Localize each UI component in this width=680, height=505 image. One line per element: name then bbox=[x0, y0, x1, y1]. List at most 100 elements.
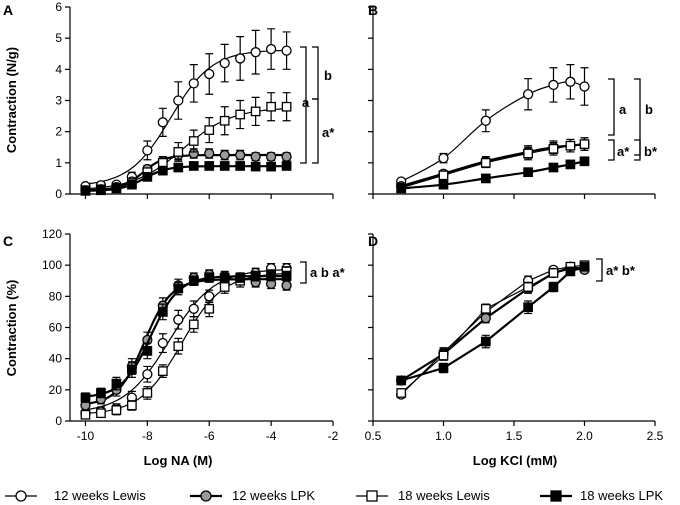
panel-a-annotations: b a a* bbox=[300, 46, 335, 164]
annotation-d: a* b* bbox=[606, 263, 636, 278]
point-a-12w-lewis bbox=[219, 57, 230, 69]
point-c-18w-lpk bbox=[219, 272, 230, 283]
point-c-18w-lpk bbox=[96, 388, 106, 398]
bracket-d bbox=[596, 258, 603, 282]
annotation-b-bstar: b* bbox=[644, 144, 658, 159]
point-b-12w-lewis bbox=[522, 89, 534, 100]
point-a-12w-lpk bbox=[281, 151, 292, 162]
point-a-12w-lewis bbox=[142, 145, 153, 156]
y-tick-label-a: 0 bbox=[55, 187, 62, 201]
series-a-18w-lpk bbox=[80, 161, 292, 196]
point-b-18w-lewis bbox=[523, 148, 533, 159]
panel-b bbox=[368, 6, 656, 199]
point-c-18w-lewis bbox=[80, 409, 91, 420]
point-b-12w-lewis bbox=[565, 76, 576, 87]
point-a-18w-lpk bbox=[111, 183, 122, 194]
x-tick-label-c: -4 bbox=[266, 429, 277, 443]
x-tick-label-d: 1.5 bbox=[506, 429, 523, 443]
annotation-a-astar: a* bbox=[322, 125, 335, 140]
legend-entry-12w-lewis: 12 weeks Lewis bbox=[5, 488, 146, 503]
point-a-18w-lewis bbox=[250, 106, 261, 117]
point-a-18w-lpk bbox=[250, 161, 261, 172]
point-a-18w-lewis bbox=[157, 157, 168, 168]
point-c-12w-lewis bbox=[173, 314, 184, 325]
x-tick-label-d: 2.0 bbox=[576, 429, 593, 443]
point-a-12w-lpk bbox=[204, 148, 215, 159]
point-b-18w-lewis bbox=[438, 170, 449, 181]
point-a-18w-lpk bbox=[281, 161, 292, 171]
series-d-18w-lpk bbox=[396, 261, 590, 386]
point-a-12w-lewis bbox=[250, 47, 261, 58]
point-a-18w-lpk bbox=[204, 161, 215, 171]
point-b-12w-lewis bbox=[579, 81, 590, 92]
annotation-b-a: a bbox=[619, 102, 627, 117]
point-d-18w-lpk bbox=[579, 261, 590, 272]
point-a-12w-lewis bbox=[173, 95, 184, 106]
point-c-18w-lpk bbox=[80, 392, 91, 403]
point-c-12w-lewis bbox=[157, 337, 168, 349]
bracket-b-b bbox=[634, 78, 641, 156]
point-b-18w-lewis bbox=[579, 139, 590, 149]
bracket-b-bstar bbox=[634, 139, 641, 161]
point-a-18w-lewis bbox=[266, 101, 276, 112]
y-tick-label-c: 0 bbox=[55, 414, 62, 428]
point-a-18w-lewis bbox=[219, 115, 230, 126]
point-c-18w-lewis bbox=[173, 341, 184, 352]
legend-entry-12w-lpk: 12 weeks LPK bbox=[190, 488, 315, 503]
point-a-18w-lewis bbox=[188, 136, 199, 146]
series-c-18w-lpk bbox=[80, 270, 292, 403]
x-tick-label-d: 2.5 bbox=[647, 429, 664, 443]
annotation-c: a b a* bbox=[310, 265, 346, 280]
legend-entry-18w-lpk: 18 weeks LPK bbox=[540, 488, 663, 503]
x-tick-label-c: -10 bbox=[77, 429, 95, 443]
legend-marker-18w-lewis bbox=[366, 490, 378, 502]
series-a-18w-lewis bbox=[80, 92, 292, 196]
legend-label-12w-lpk: 12 weeks LPK bbox=[232, 488, 315, 503]
point-d-18w-lewis bbox=[396, 388, 407, 398]
x-tick-label-c: -2 bbox=[328, 429, 339, 443]
x-tick-label-d: 0.5 bbox=[365, 429, 382, 443]
point-a-18w-lpk bbox=[188, 161, 199, 171]
y-axis-title-a: Contraction (N/g) bbox=[4, 47, 19, 153]
point-c-18w-lpk bbox=[188, 275, 199, 286]
y-tick-label-c: 120 bbox=[42, 227, 62, 241]
y-tick-label-a: 4 bbox=[55, 62, 62, 76]
point-d-18w-lpk bbox=[396, 375, 407, 386]
point-c-18w-lewis bbox=[142, 388, 153, 398]
point-a-12w-lewis bbox=[281, 45, 292, 56]
point-b-18w-lpk bbox=[480, 173, 491, 184]
y-tick-label-c: 100 bbox=[42, 258, 62, 272]
point-b-18w-lpk bbox=[565, 159, 576, 170]
point-b-18w-lewis bbox=[565, 140, 576, 151]
point-a-18w-lpk bbox=[80, 186, 91, 196]
point-c-18w-lpk bbox=[157, 307, 168, 317]
point-c-18w-lpk bbox=[281, 271, 292, 281]
legend-marker-12w-lewis bbox=[15, 490, 27, 502]
point-a-18w-lpk bbox=[219, 161, 230, 171]
point-c-18w-lpk bbox=[111, 378, 122, 389]
point-d-18w-lpk bbox=[523, 302, 533, 313]
bracket-b-astar bbox=[608, 139, 615, 161]
legend-label-18w-lpk: 18 weeks LPK bbox=[580, 488, 663, 503]
point-c-18w-lpk bbox=[173, 283, 184, 294]
panel-label-c: C bbox=[3, 233, 13, 249]
point-d-18w-lpk bbox=[565, 266, 576, 277]
y-tick-label-a: 2 bbox=[55, 125, 62, 139]
y-tick-label-c: 40 bbox=[49, 352, 63, 366]
point-a-12w-lpk bbox=[250, 151, 261, 162]
panel-c: 0 20 40 60 80 100 120 -10 -8 -6 -4 -2 bbox=[42, 227, 339, 443]
point-c-18w-lewis bbox=[188, 319, 199, 330]
legend-marker-18w-lpk bbox=[550, 490, 562, 502]
legend-entry-18w-lewis: 18 weeks Lewis bbox=[356, 488, 490, 503]
point-d-18w-lewis bbox=[480, 303, 491, 314]
point-d-18w-lpk bbox=[480, 336, 491, 347]
series-b-12w-lewis bbox=[396, 64, 590, 187]
y-tick-label-c: 20 bbox=[49, 383, 63, 397]
point-d-18w-lewis bbox=[523, 282, 533, 292]
point-a-12w-lewis bbox=[235, 53, 246, 64]
legend-label-12w-lewis: 12 weeks Lewis bbox=[54, 488, 146, 503]
y-tick-label-a: 5 bbox=[55, 31, 62, 45]
point-b-12w-lewis bbox=[480, 115, 491, 126]
y-tick-label-a: 3 bbox=[55, 94, 62, 108]
